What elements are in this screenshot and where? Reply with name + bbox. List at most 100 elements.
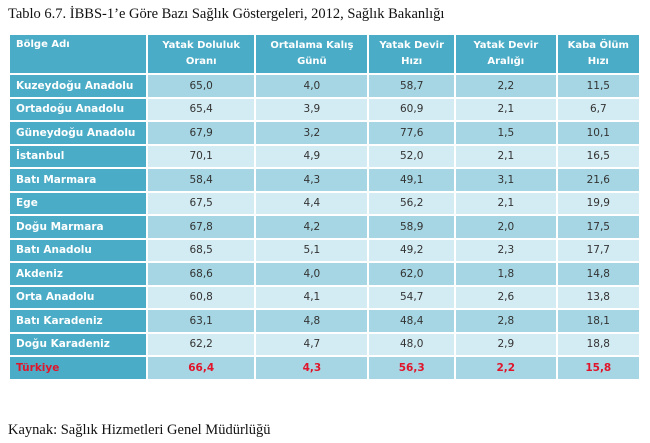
table-cell: 2,6 (454, 284, 558, 310)
region-name: İstanbul (8, 143, 148, 169)
table-row: Batı Karadeniz 63,1 4,8 48,4 2,8 18,1 (8, 308, 642, 334)
table-row: Kuzeydoğu Anadolu 65,0 4,0 58,7 2,2 11,5 (8, 73, 642, 99)
table-cell: 4,3 (254, 167, 370, 193)
table-cell: 77,6 (367, 120, 456, 146)
table-row: Güneydoğu Anadolu 67,9 3,2 77,6 1,5 10,1 (8, 120, 642, 146)
table-cell: 56,2 (367, 190, 456, 216)
table-row: Ortadoğu Anadolu 65,4 3,9 60,9 2,1 6,7 (8, 96, 642, 122)
table-cell: 68,5 (145, 237, 257, 263)
table-cell: 68,6 (145, 261, 257, 287)
table-row: Doğu Karadeniz 62,2 4,7 48,0 2,9 18,8 (8, 331, 642, 357)
table-cell: 2,2 (454, 355, 558, 381)
table-cell: 60,8 (145, 284, 257, 310)
table-cell: 5,1 (254, 237, 370, 263)
column-header: Yatak Devir Aralığı (454, 33, 558, 75)
table-cell: 66,4 (145, 355, 257, 381)
table-cell: 4,8 (254, 308, 370, 334)
table-cell: 3,9 (254, 96, 370, 122)
table-cell: 2,0 (454, 214, 558, 240)
column-header: Yatak Doluluk Oranı (145, 33, 257, 75)
table-row: Orta Anadolu 60,8 4,1 54,7 2,6 13,8 (8, 284, 642, 310)
table-cell: 67,9 (145, 120, 257, 146)
source-note: Kaynak: Sağlık Hizmetleri Genel Müdürlüğ… (8, 422, 271, 438)
table-cell: 4,2 (254, 214, 370, 240)
table-row: İstanbul 70,1 4,9 52,0 2,1 16,5 (8, 143, 642, 169)
column-header: Ortalama Kalış Günü (254, 33, 370, 75)
table-cell: 70,1 (145, 143, 257, 169)
table-cell: 2,8 (454, 308, 558, 334)
table-cell: 2,1 (454, 96, 558, 122)
table-cell: 54,7 (367, 284, 456, 310)
region-name: Doğu Marmara (8, 214, 148, 240)
table-cell: 4,0 (254, 261, 370, 287)
table-cell: 62,0 (367, 261, 456, 287)
region-name: Batı Marmara (8, 167, 148, 193)
table-cell: 63,1 (145, 308, 257, 334)
region-name: Orta Anadolu (8, 284, 148, 310)
table-cell: 13,8 (555, 284, 642, 310)
table-cell: 58,9 (367, 214, 456, 240)
region-name: Akdeniz (8, 261, 148, 287)
table-cell: 6,7 (555, 96, 642, 122)
table-cell: 2,1 (454, 190, 558, 216)
table-cell: 17,5 (555, 214, 642, 240)
table-cell: 18,1 (555, 308, 642, 334)
table-cell: 4,4 (254, 190, 370, 216)
table-cell: 48,4 (367, 308, 456, 334)
table-cell: 58,4 (145, 167, 257, 193)
table-cell: 2,2 (454, 73, 558, 99)
table-cell: 4,3 (254, 355, 370, 381)
table-cell: 10,1 (555, 120, 642, 146)
table-cell: 16,5 (555, 143, 642, 169)
table-cell: 67,5 (145, 190, 257, 216)
table-cell: 19,9 (555, 190, 642, 216)
table-cell: 14,8 (555, 261, 642, 287)
table-cell: 2,3 (454, 237, 558, 263)
table-cell: 4,9 (254, 143, 370, 169)
table-cell: 4,7 (254, 331, 370, 357)
table-cell: 4,1 (254, 284, 370, 310)
table-cell: 4,0 (254, 73, 370, 99)
table-cell: 49,2 (367, 237, 456, 263)
table-cell: 18,8 (555, 331, 642, 357)
region-name: Batı Anadolu (8, 237, 148, 263)
table-cell: 56,3 (367, 355, 456, 381)
table-cell: 62,2 (145, 331, 257, 357)
region-name: Türkiye (8, 355, 148, 381)
column-header: Bölge Adı (8, 33, 148, 75)
total-row: Türkiye 66,4 4,3 56,3 2,2 15,8 (8, 355, 642, 381)
header-row: Bölge Adı Yatak Doluluk Oranı Ortalama Kal… (8, 33, 642, 75)
region-name: Doğu Karadeniz (8, 331, 148, 357)
region-name: Ortadoğu Anadolu (8, 96, 148, 122)
table-cell: 58,7 (367, 73, 456, 99)
region-name: Ege (8, 190, 148, 216)
column-header: Kaba Ölüm Hızı (555, 33, 642, 75)
region-name: Kuzeydoğu Anadolu (8, 73, 148, 99)
table-cell: 2,9 (454, 331, 558, 357)
table-cell: 1,8 (454, 261, 558, 287)
region-name: Batı Karadeniz (8, 308, 148, 334)
table-row: Batı Marmara 58,4 4,3 49,1 3,1 21,6 (8, 167, 642, 193)
table-cell: 48,0 (367, 331, 456, 357)
table-cell: 2,1 (454, 143, 558, 169)
table-row: Batı Anadolu 68,5 5,1 49,2 2,3 17,7 (8, 237, 642, 263)
table-row: Doğu Marmara 67,8 4,2 58,9 2,0 17,5 (8, 214, 642, 240)
health-indicators-table: Bölge Adı Yatak Doluluk Oranı Ortalama Kal… (8, 33, 642, 381)
table-cell: 17,7 (555, 237, 642, 263)
table-cell: 3,1 (454, 167, 558, 193)
table-cell: 15,8 (555, 355, 642, 381)
table-cell: 11,5 (555, 73, 642, 99)
table-cell: 60,9 (367, 96, 456, 122)
column-header: Yatak Devir Hızı (367, 33, 456, 75)
table-cell: 1,5 (454, 120, 558, 146)
table-title: Tablo 6.7. İBBS-1’e Göre Bazı Sağlık Gös… (8, 6, 445, 22)
table-cell: 65,0 (145, 73, 257, 99)
table-cell: 67,8 (145, 214, 257, 240)
table-cell: 52,0 (367, 143, 456, 169)
table-cell: 65,4 (145, 96, 257, 122)
table-cell: 21,6 (555, 167, 642, 193)
table-row: Ege 67,5 4,4 56,2 2,1 19,9 (8, 190, 642, 216)
region-name: Güneydoğu Anadolu (8, 120, 148, 146)
table-row: Akdeniz 68,6 4,0 62,0 1,8 14,8 (8, 261, 642, 287)
table-cell: 49,1 (367, 167, 456, 193)
